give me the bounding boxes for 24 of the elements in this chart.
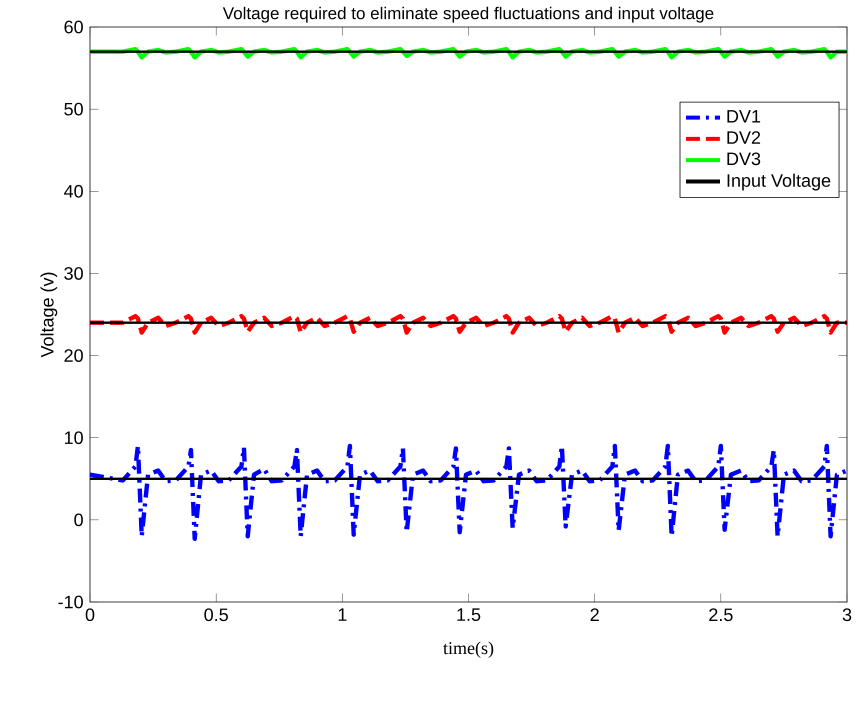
y-axis-title: Voltage (v) <box>40 272 58 358</box>
line-series <box>90 314 847 335</box>
x-tick-label: 0.5 <box>204 608 228 622</box>
y-tick-label: 60 <box>64 20 83 34</box>
x-tick-label: 3 <box>842 608 852 622</box>
y-tick-label: 0 <box>74 513 83 526</box>
x-tick-label: 2 <box>590 608 599 621</box>
y-tick-label: 30 <box>64 267 83 280</box>
legend-label: DV2 <box>727 131 760 144</box>
y-tick-label: 10 <box>64 431 83 444</box>
x-tick-label: 0 <box>86 608 94 622</box>
y-tick-label: -10 <box>58 596 83 608</box>
y-tick-label: 50 <box>64 102 83 116</box>
x-tick-label: 1.5 <box>457 608 480 621</box>
legend-label: DV3 <box>727 152 760 166</box>
y-tick-label: 20 <box>64 349 83 362</box>
legend-label: Input Voltage <box>728 174 830 190</box>
line-series <box>90 444 847 541</box>
x-tick-label: 2.5 <box>709 608 733 622</box>
y-tick-label: 40 <box>64 184 83 198</box>
legend-label: DV1 <box>727 110 760 123</box>
x-tick-label: 1 <box>338 608 346 621</box>
chart-title: Voltage required to eliminate speed fluctuations and input voltage <box>222 6 714 23</box>
x-axis-title: time(s) <box>443 642 494 658</box>
